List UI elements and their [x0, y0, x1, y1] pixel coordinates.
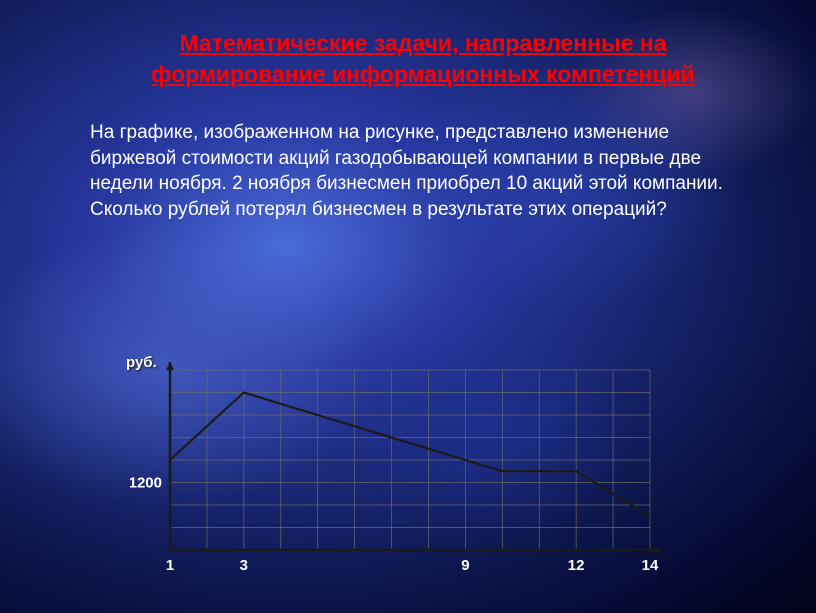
x-tick-label: 12	[568, 557, 585, 574]
problem-text: На графике, изображенном на рисунке, пре…	[90, 120, 730, 223]
x-tick-label: 9	[461, 557, 469, 574]
slide-title: Математические задачи, направленные на ф…	[113, 28, 733, 90]
chart-container: руб. 12001391214	[130, 360, 670, 590]
line-chart: 1200 1 3 9 12 14	[130, 360, 670, 580]
y-axis-label: руб.	[126, 354, 157, 371]
x-tick-label: 14	[642, 557, 659, 574]
y-tick-label: 1200	[130, 475, 162, 492]
data-line	[170, 393, 650, 517]
x-tick-label: 1	[166, 557, 174, 574]
x-tick-label: 3	[240, 557, 248, 574]
